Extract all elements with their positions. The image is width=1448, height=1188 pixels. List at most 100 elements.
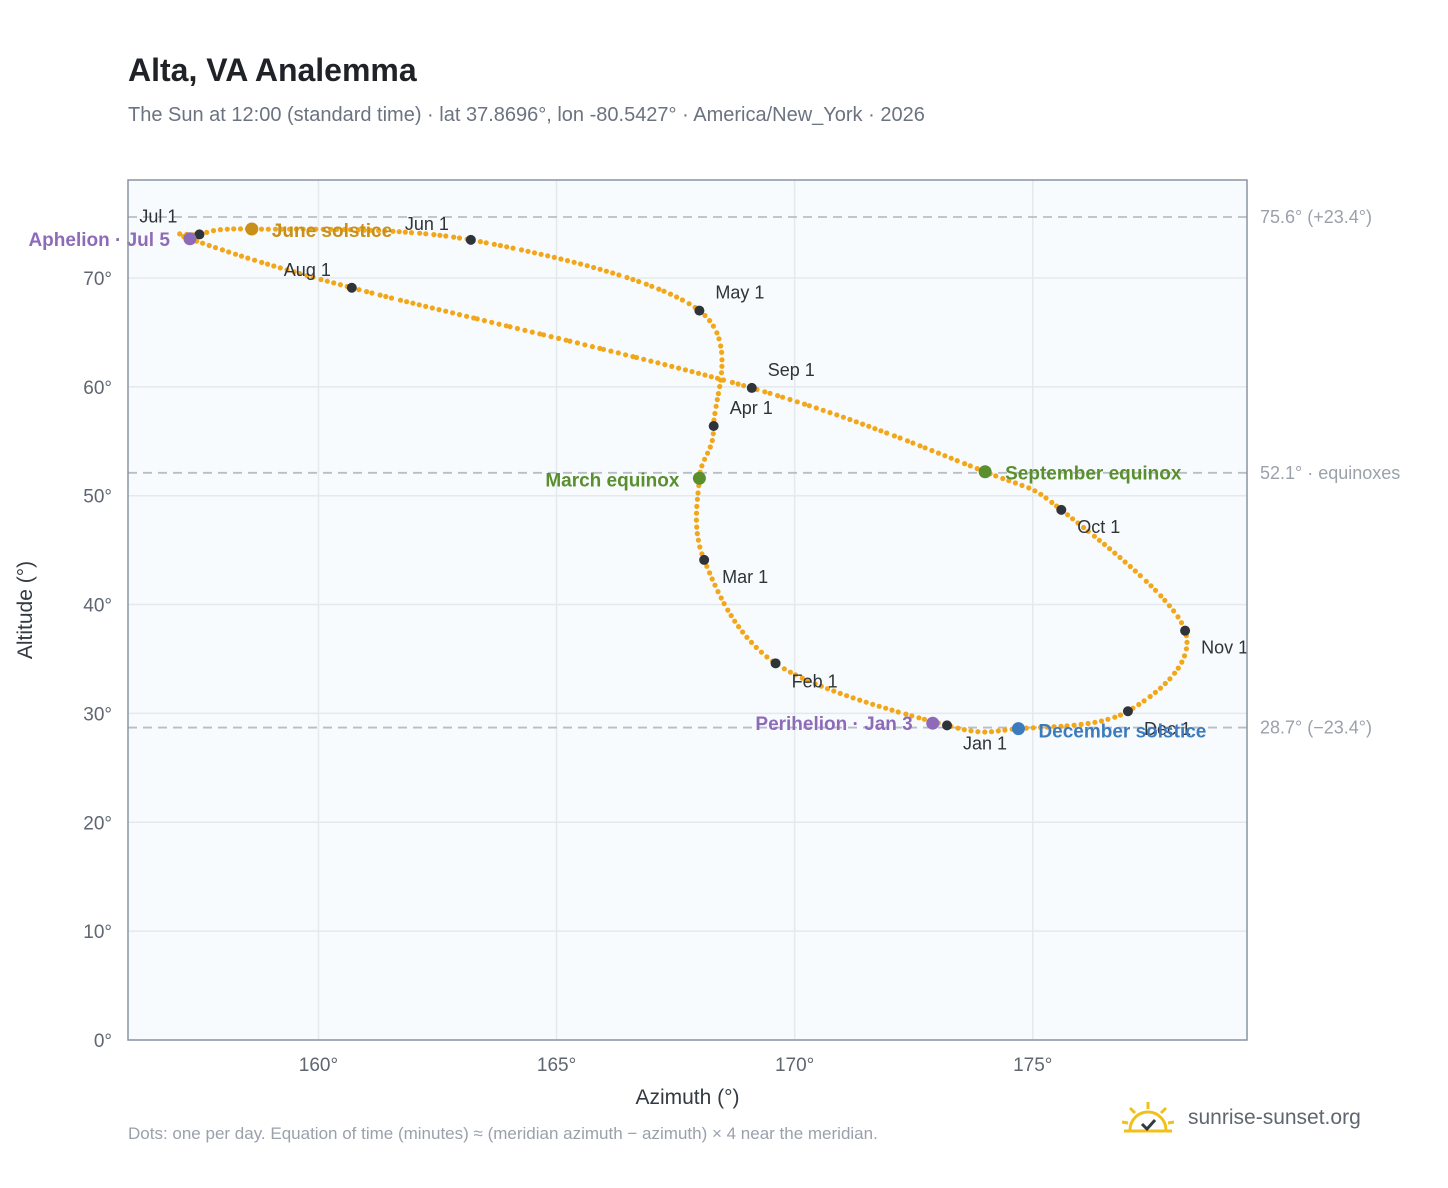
month-marker <box>1056 504 1067 515</box>
daily-sun-dot <box>820 407 826 413</box>
daily-sun-dot <box>206 242 212 249</box>
month-marker <box>1122 706 1133 717</box>
daily-sun-dot <box>525 248 531 254</box>
daily-sun-dot <box>910 440 916 446</box>
grid-lines <box>128 180 1247 1041</box>
daily-sun-dot <box>719 349 725 355</box>
daily-sun-dot <box>200 240 206 246</box>
month-label: May 1 <box>715 283 764 303</box>
daily-sun-dot <box>710 431 716 437</box>
daily-sun-dot <box>545 253 551 259</box>
daily-sun-dot <box>1166 603 1172 609</box>
event-marker <box>926 716 940 730</box>
daily-sun-dot <box>729 379 736 385</box>
daily-sun-dot <box>633 354 640 361</box>
daily-sun-dot <box>988 729 995 735</box>
daily-sun-dot <box>715 589 721 595</box>
daily-sun-dot <box>177 231 183 237</box>
daily-sun-dot <box>840 414 847 420</box>
daily-sun-dot <box>935 450 942 456</box>
daily-sun-dot <box>1051 724 1057 730</box>
daily-sun-dot <box>591 264 597 271</box>
daily-sun-dot <box>531 250 538 256</box>
daily-sun-dot <box>388 295 395 301</box>
daily-sun-dot <box>245 255 251 261</box>
daily-sun-dot <box>1122 559 1128 565</box>
daily-sun-dot <box>624 274 630 281</box>
daily-sun-dot <box>712 582 718 588</box>
daily-sun-dot <box>1038 724 1044 731</box>
daily-sun-dot <box>369 290 375 296</box>
daily-sun-dot <box>1162 680 1168 687</box>
daily-sun-dot <box>1081 524 1087 531</box>
daily-sun-dot <box>217 227 223 233</box>
daily-sun-dot <box>812 681 818 687</box>
daily-sun-dot <box>780 394 786 400</box>
daily-sun-dot <box>429 305 435 311</box>
footnote: Dots: one per day. Equation of time (min… <box>128 1124 878 1143</box>
daily-sun-dot <box>474 316 480 322</box>
daily-sun-dot <box>870 701 876 707</box>
daily-sun-dot <box>623 352 629 358</box>
daily-sun-dot <box>1006 478 1012 484</box>
daily-sun-dot <box>682 367 689 373</box>
reference-label: 75.6° (+23.4°) <box>1260 207 1372 227</box>
daily-sun-dot <box>518 247 525 253</box>
daily-sun-dot <box>995 728 1001 734</box>
daily-sun-dot <box>968 728 974 734</box>
daily-sun-dot <box>1070 516 1076 522</box>
daily-sun-dot <box>818 683 824 689</box>
daily-sun-dot <box>695 370 702 376</box>
daily-sun-dot <box>1162 597 1168 603</box>
daily-sun-dot <box>974 466 980 472</box>
month-marker <box>699 554 710 565</box>
daily-sun-dot <box>895 709 901 715</box>
month-label: Jan 1 <box>963 733 1007 753</box>
daily-sun-dot <box>491 241 497 247</box>
daily-sun-dot <box>497 242 503 249</box>
daily-sun-dot <box>720 377 727 383</box>
daily-sun-dot <box>714 375 721 381</box>
daily-sun-dot <box>382 228 388 234</box>
daily-sun-dot <box>1181 653 1188 659</box>
x-tick-label: 175° <box>1013 1055 1052 1076</box>
month-marker <box>465 234 476 245</box>
daily-sun-dot <box>456 235 463 241</box>
daily-sun-dot <box>578 261 584 267</box>
daily-sun-dot <box>271 263 277 269</box>
daily-sun-dot <box>764 654 770 660</box>
daily-sun-dot <box>993 473 999 479</box>
daily-sun-dot <box>699 463 705 469</box>
daily-sun-dot <box>334 226 340 232</box>
event-label: September equinox <box>1005 464 1182 485</box>
daily-sun-dot <box>252 257 258 263</box>
daily-sun-dot <box>1105 716 1111 722</box>
brand[interactable]: sunrise-sunset.org <box>1120 1100 1361 1136</box>
daily-sun-dot <box>630 276 636 283</box>
daily-sun-dot <box>212 245 219 251</box>
daily-sun-dot <box>297 270 303 277</box>
daily-sun-dot <box>423 231 429 237</box>
daily-sun-dot <box>767 390 773 396</box>
daily-sun-dot <box>548 334 554 340</box>
daily-sun-dot <box>694 524 700 530</box>
daily-sun-dot <box>709 437 715 444</box>
daily-sun-dot <box>341 226 347 233</box>
daily-sun-dot <box>916 715 922 721</box>
daily-sun-dot <box>860 421 866 427</box>
y-tick-label: 0° <box>94 1031 112 1052</box>
daily-sun-dot <box>708 374 714 380</box>
month-label: Feb 1 <box>792 671 838 691</box>
daily-sun-dot <box>584 263 590 269</box>
daily-sun-dot <box>1183 646 1189 652</box>
daily-sun-dot <box>876 703 882 709</box>
daily-sun-dot <box>735 381 741 387</box>
daily-sun-dot <box>481 318 487 324</box>
daily-sun-dot <box>231 226 237 232</box>
event-label: March equinox <box>545 470 680 491</box>
daily-sun-dot <box>878 428 884 434</box>
daily-sun-dot <box>850 695 856 701</box>
daily-sun-dot <box>837 690 843 697</box>
daily-sun-dot <box>718 343 724 349</box>
daily-sun-dot <box>921 716 928 722</box>
